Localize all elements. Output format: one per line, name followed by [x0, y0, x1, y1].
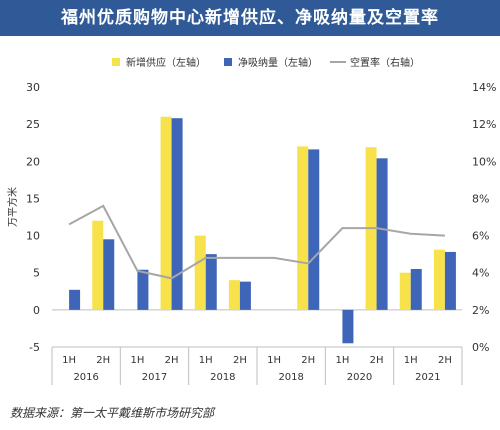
title-bar — [0, 0, 500, 36]
supply-bar — [92, 220, 104, 310]
x-tick-label: 1H — [404, 355, 418, 366]
supply-bar — [194, 235, 206, 310]
y-tick-label: 5 — [33, 267, 40, 280]
y-tick-label: 30 — [26, 81, 40, 94]
data-source: 数据来源：第一太平戴维斯市场研究部 — [10, 406, 215, 420]
chart: 新增供应（左轴） 净吸纳量（左轴） 空置率（右轴） -5 0 5 10 15 20 25 30 0%… — [6, 56, 496, 385]
supply-bar — [160, 116, 172, 310]
absorption-bar — [239, 281, 251, 310]
x-year-label: 2020 — [347, 372, 372, 383]
legend-label: 空置率（右轴） — [350, 56, 420, 69]
legend-label: 净吸纳量（左轴） — [238, 56, 318, 69]
legend-swatch — [224, 58, 232, 66]
absorption-bar — [205, 254, 217, 310]
y2-tick-label: 10% — [472, 155, 496, 168]
y2-tick-label: 4% — [472, 267, 489, 280]
bars — [69, 116, 456, 344]
absorption-bar — [69, 289, 81, 310]
absorption-bar — [444, 251, 456, 310]
y2-tick-label: 8% — [472, 192, 489, 205]
x-tick-label: 1H — [62, 355, 76, 366]
absorption-bar — [376, 158, 388, 310]
x-tick-label: 1H — [335, 355, 349, 366]
supply-bar — [297, 146, 309, 310]
vacancy-line — [68, 204, 445, 280]
legend: 新增供应（左轴） 净吸纳量（左轴） 空置率（右轴） — [112, 56, 420, 69]
y2-tick-label: 6% — [472, 230, 489, 243]
x-tick-label: 2H — [165, 355, 179, 366]
x-year-label: 2018 — [278, 372, 303, 383]
axes: -5 0 5 10 15 20 25 30 0% 2% 4% 6% 8% 10% 12% 14% 万平方米 1H 2… — [6, 81, 496, 385]
y-tick-label: 25 — [26, 118, 40, 131]
legend-label: 新增供应（左轴） — [126, 56, 206, 69]
absorption-bar — [410, 269, 422, 310]
x-tick-label: 2H — [438, 355, 452, 366]
absorption-bar — [308, 149, 320, 310]
y2-tick-label: 2% — [472, 304, 489, 317]
absorption-bar — [342, 309, 354, 344]
x-year-label: 2017 — [142, 372, 167, 383]
x-year-label: 2016 — [73, 372, 98, 383]
y2-tick-label: 0% — [472, 341, 489, 354]
x-year-label: 2018 — [210, 372, 235, 383]
supply-bar — [433, 249, 445, 310]
chart-title: 福州优质购物中心新增供应、净吸纳量及空置率 — [61, 8, 439, 28]
y-tick-label: 20 — [26, 155, 40, 168]
y-tick-label: 10 — [26, 230, 40, 243]
absorption-bar — [137, 269, 149, 310]
x-tick-label: 1H — [267, 355, 281, 366]
y2-tick-label: 14% — [472, 81, 496, 94]
x-tick-label: 1H — [130, 355, 144, 366]
x-tick-label: 2H — [233, 355, 247, 366]
y-tick-label: -5 — [29, 341, 40, 354]
y-axis-title: 万平方米 — [6, 187, 19, 227]
y2-tick-label: 12% — [472, 118, 496, 131]
legend-swatch — [112, 58, 120, 66]
x-tick-label: 2H — [370, 355, 384, 366]
absorption-bar — [103, 239, 115, 310]
x-tick-label: 2H — [96, 355, 110, 366]
x-tick-label: 1H — [199, 355, 213, 366]
y-tick-label: 15 — [26, 192, 40, 205]
x-year-label: 2021 — [415, 372, 440, 383]
x-tick-label: 2H — [301, 355, 315, 366]
absorption-bar — [171, 118, 183, 310]
supply-bar — [228, 280, 240, 310]
vacancy-polyline — [68, 204, 445, 280]
y-tick-label: 0 — [33, 304, 40, 317]
supply-bar — [399, 272, 411, 310]
